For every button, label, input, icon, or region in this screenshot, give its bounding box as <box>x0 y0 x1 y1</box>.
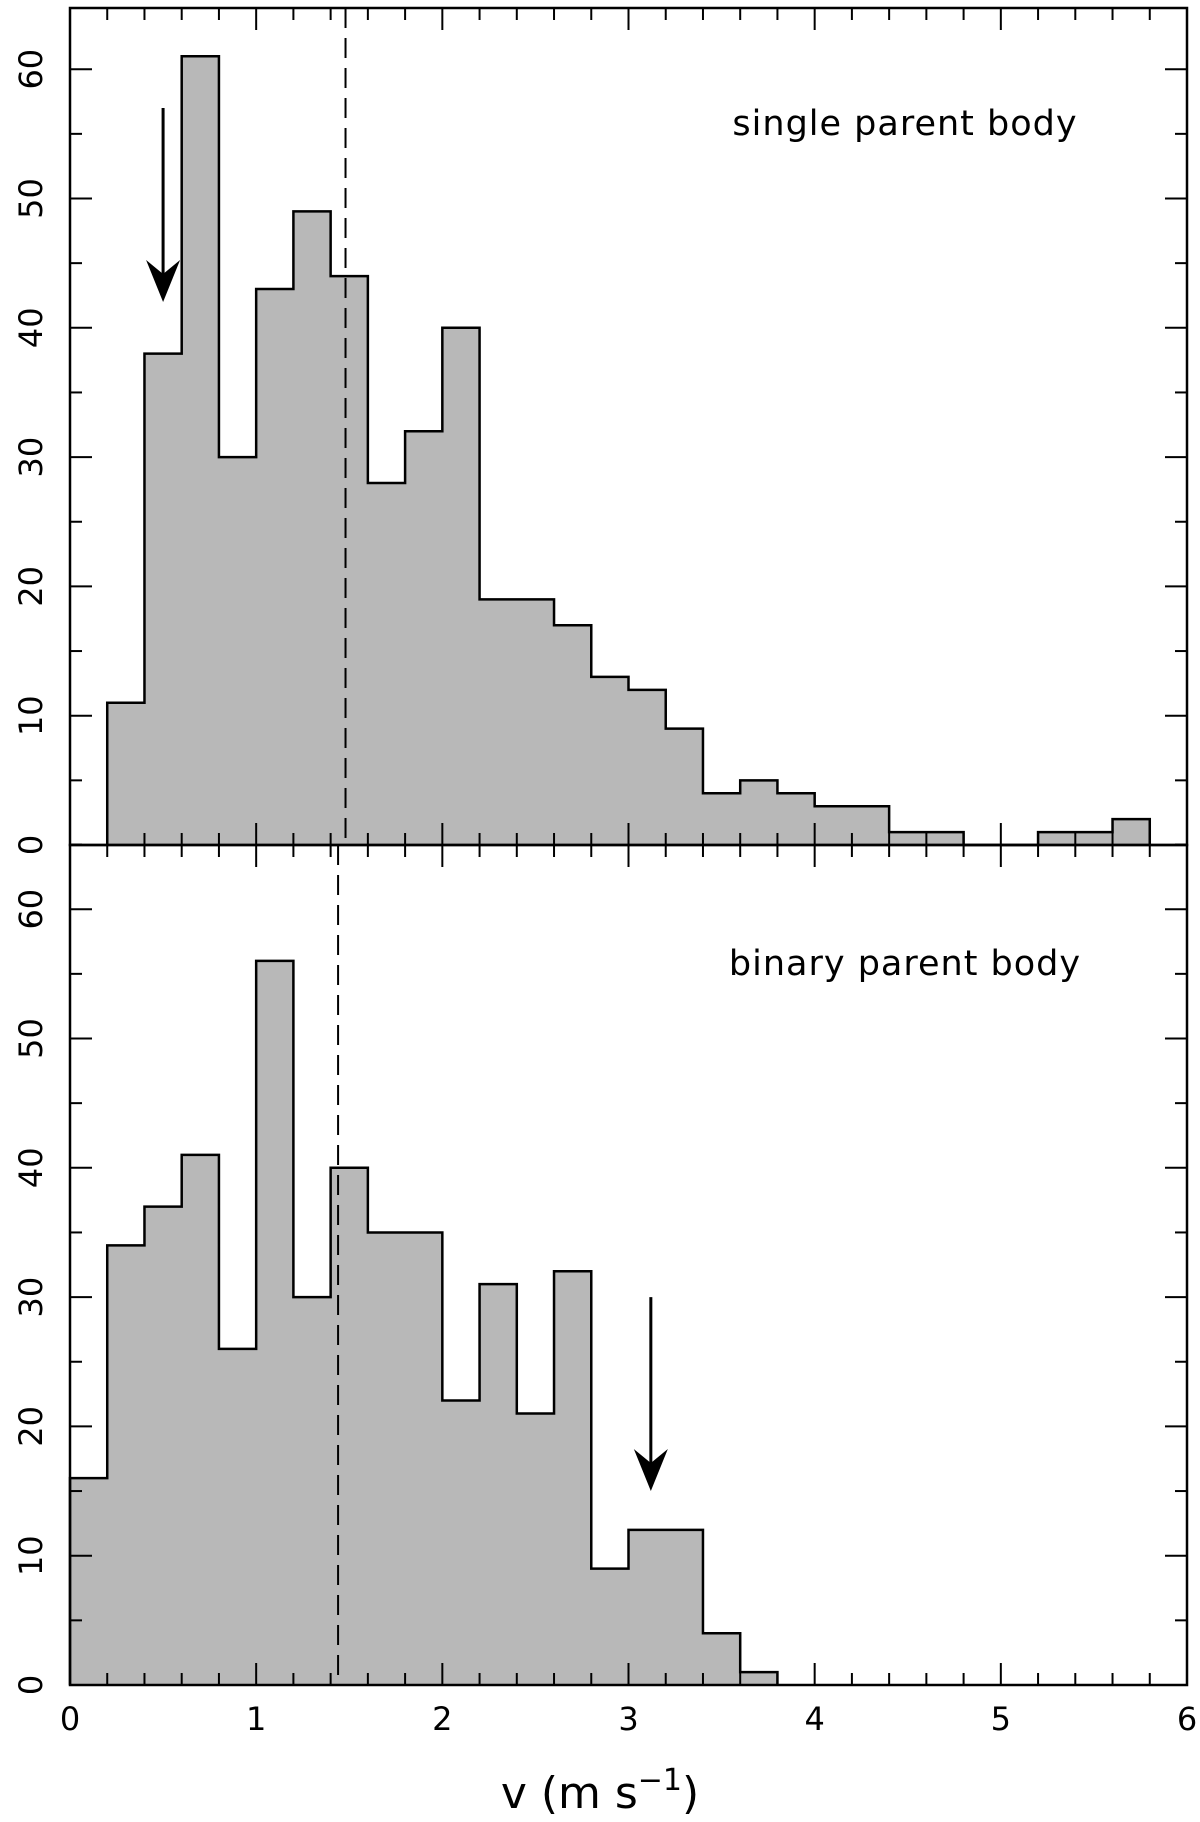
top-histogram-bar <box>889 832 926 845</box>
top-y-tick-label: 60 <box>12 49 50 90</box>
top-histogram-bar <box>182 56 219 845</box>
top-histogram-bar <box>591 677 628 845</box>
bottom-y-tick-label: 60 <box>12 889 50 930</box>
top-histogram-bar <box>107 703 144 845</box>
bottom-y-tick-label: 40 <box>12 1147 50 1188</box>
top-histogram-bar <box>480 599 517 845</box>
top-histogram-bar <box>852 806 889 845</box>
x-tick-label: 6 <box>1177 1700 1197 1738</box>
bottom-histogram-bar <box>666 1530 703 1685</box>
bottom-y-tick-label: 0 <box>12 1675 50 1695</box>
top-histogram-bar <box>815 806 852 845</box>
x-axis-tick-labels: 0 1 2 3 4 5 6 <box>60 1700 1197 1738</box>
top-panel: 0 10 20 30 40 50 60 single parent body <box>12 6 1189 855</box>
top-histogram-bar <box>368 483 405 845</box>
bottom-histogram-bar <box>554 1271 591 1685</box>
x-tick-label: 3 <box>618 1700 638 1738</box>
top-histogram-bar <box>1038 832 1075 845</box>
bottom-histogram-bar <box>293 1297 330 1685</box>
top-arrow-head <box>146 259 181 302</box>
bottom-y-tick-label: 50 <box>12 1018 50 1059</box>
bottom-histogram-outline <box>68 959 779 1685</box>
bottom-panel: 0 10 20 30 40 50 60 binary parent body <box>12 843 1189 1695</box>
bottom-histogram-bar <box>442 1401 479 1685</box>
bottom-histogram-bar <box>629 1530 666 1685</box>
top-histogram-bar <box>256 289 293 845</box>
top-histogram-bar <box>1075 832 1112 845</box>
x-axis-title-main: v (m s <box>501 1768 638 1819</box>
top-histogram-bar <box>405 431 442 845</box>
top-y-tick-label: 10 <box>12 695 50 736</box>
x-tick-label: 2 <box>432 1700 452 1738</box>
bottom-histogram-fill <box>70 960 778 1685</box>
top-histogram-bar <box>629 690 666 845</box>
bottom-y-tick-label: 10 <box>12 1535 50 1576</box>
x-tick-label: 5 <box>991 1700 1011 1738</box>
top-histogram-bar <box>293 211 330 845</box>
top-histogram-bar <box>740 780 777 845</box>
top-histogram-bar <box>554 625 591 845</box>
bottom-panel-label: binary parent body <box>729 944 1081 984</box>
top-y-tick-label: 30 <box>12 437 50 478</box>
x-axis-title-close: ) <box>682 1768 699 1819</box>
bottom-histogram-bar <box>219 1349 256 1685</box>
bottom-histogram-bar <box>480 1284 517 1685</box>
bottom-histogram-bar <box>331 1168 368 1685</box>
top-histogram-bar <box>331 276 368 845</box>
top-y-tick-label: 50 <box>12 178 50 219</box>
bottom-histogram-bar <box>144 1207 181 1685</box>
bottom-histogram-bar <box>368 1232 405 1685</box>
bottom-histogram-bar <box>405 1232 442 1685</box>
x-tick-label: 0 <box>60 1700 80 1738</box>
top-y-tick-label: 20 <box>12 566 50 607</box>
top-histogram-bar <box>442 328 479 845</box>
top-histogram-bar <box>1113 819 1150 845</box>
top-histogram-fill <box>107 56 1150 845</box>
bottom-histogram-bar <box>740 1672 777 1685</box>
x-tick-label: 4 <box>804 1700 824 1738</box>
top-histogram-bar <box>517 599 554 845</box>
bottom-y-tick-label: 30 <box>12 1277 50 1318</box>
bottom-y-tick-label: 20 <box>12 1406 50 1447</box>
bottom-histogram-bar <box>107 1245 144 1685</box>
bottom-histogram-bar <box>517 1413 554 1685</box>
x-tick-label: 1 <box>246 1700 266 1738</box>
top-y-tick-label: 0 <box>12 835 50 855</box>
top-histogram-bar <box>777 793 814 845</box>
top-histogram-bar <box>926 832 963 845</box>
bottom-histogram-bar <box>591 1569 628 1685</box>
x-axis-title-superscript: −1 <box>638 1763 682 1798</box>
bottom-histogram-bar <box>70 1478 107 1685</box>
bottom-histogram-bar <box>182 1155 219 1685</box>
x-axis-title: v (m s−1) <box>501 1763 699 1819</box>
bottom-histogram-bar <box>703 1633 740 1685</box>
top-y-tick-label: 40 <box>12 307 50 348</box>
top-histogram-bar <box>144 354 181 845</box>
top-histogram-bar <box>666 729 703 845</box>
top-panel-label: single parent body <box>732 104 1077 144</box>
bottom-arrow-head <box>633 1449 668 1492</box>
bottom-histogram-bar <box>256 961 293 1685</box>
top-histogram-bar <box>703 793 740 845</box>
top-histogram-bar <box>219 457 256 845</box>
